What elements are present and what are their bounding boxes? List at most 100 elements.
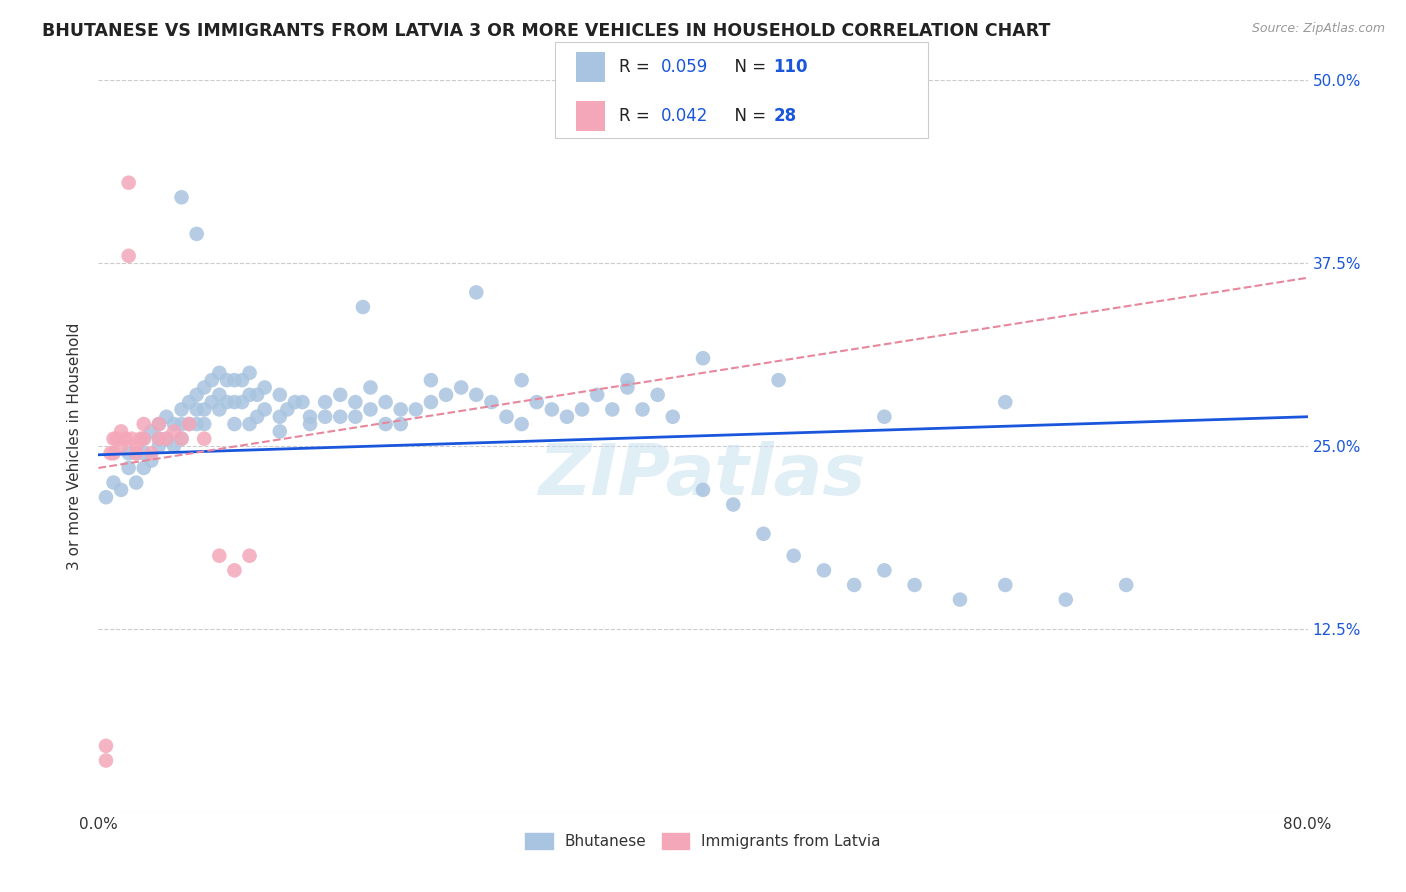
- Point: [179, 395, 201, 409]
- Point: [783, 549, 806, 563]
- Point: [141, 425, 163, 439]
- Point: [647, 388, 669, 402]
- Point: [125, 475, 148, 490]
- Point: [125, 446, 148, 460]
- Point: [132, 417, 155, 431]
- Point: [103, 432, 125, 446]
- Point: [155, 432, 177, 446]
- Point: [555, 409, 578, 424]
- Text: 0.042: 0.042: [661, 107, 709, 125]
- Point: [269, 425, 291, 439]
- Point: [844, 578, 866, 592]
- Point: [1115, 578, 1137, 592]
- Point: [602, 402, 624, 417]
- Point: [141, 453, 163, 467]
- Point: [291, 395, 314, 409]
- Point: [1054, 592, 1077, 607]
- Point: [631, 402, 654, 417]
- Point: [253, 380, 276, 394]
- Point: [284, 395, 307, 409]
- Point: [103, 446, 125, 460]
- Point: [571, 402, 593, 417]
- Point: [994, 578, 1017, 592]
- Point: [103, 475, 125, 490]
- Point: [129, 432, 152, 446]
- Point: [163, 425, 186, 439]
- Point: [186, 402, 208, 417]
- Point: [94, 490, 117, 504]
- Point: [118, 461, 141, 475]
- Text: N =: N =: [724, 58, 772, 76]
- Point: [526, 395, 548, 409]
- Text: R =: R =: [619, 58, 655, 76]
- Point: [170, 417, 193, 431]
- Point: [616, 373, 638, 387]
- Point: [481, 395, 503, 409]
- Point: [118, 249, 141, 263]
- Point: [163, 417, 186, 431]
- Point: [239, 549, 262, 563]
- Point: [110, 483, 132, 497]
- Point: [450, 380, 472, 394]
- Point: [193, 432, 215, 446]
- Text: 110: 110: [773, 58, 808, 76]
- Point: [723, 498, 745, 512]
- Point: [495, 409, 517, 424]
- Point: [420, 373, 443, 387]
- Point: [208, 388, 231, 402]
- Point: [118, 176, 141, 190]
- Point: [155, 432, 177, 446]
- Point: [692, 483, 714, 497]
- Point: [186, 388, 208, 402]
- Point: [215, 395, 238, 409]
- Point: [100, 446, 122, 460]
- Text: BHUTANESE VS IMMIGRANTS FROM LATVIA 3 OR MORE VEHICLES IN HOUSEHOLD CORRELATION : BHUTANESE VS IMMIGRANTS FROM LATVIA 3 OR…: [42, 22, 1050, 40]
- Point: [813, 563, 835, 577]
- Point: [224, 417, 246, 431]
- Point: [121, 432, 143, 446]
- Point: [193, 402, 215, 417]
- Point: [148, 432, 170, 446]
- Point: [360, 402, 382, 417]
- Point: [374, 417, 396, 431]
- Point: [118, 446, 141, 460]
- Point: [193, 380, 215, 394]
- Point: [132, 446, 155, 460]
- Point: [510, 373, 533, 387]
- Point: [186, 417, 208, 431]
- Text: R =: R =: [619, 107, 655, 125]
- Point: [465, 388, 488, 402]
- Point: [193, 417, 215, 431]
- Point: [389, 417, 412, 431]
- Point: [155, 409, 177, 424]
- Point: [465, 285, 488, 300]
- Point: [148, 439, 170, 453]
- Point: [94, 754, 117, 768]
- Point: [314, 409, 336, 424]
- Point: [253, 402, 276, 417]
- Point: [904, 578, 927, 592]
- Point: [873, 409, 896, 424]
- Point: [186, 227, 208, 241]
- Point: [132, 432, 155, 446]
- Point: [246, 409, 269, 424]
- Point: [208, 402, 231, 417]
- Point: [510, 417, 533, 431]
- Point: [224, 563, 246, 577]
- Point: [434, 388, 457, 402]
- Point: [170, 190, 193, 204]
- Point: [224, 373, 246, 387]
- Point: [141, 446, 163, 460]
- Point: [692, 351, 714, 366]
- Point: [179, 417, 201, 431]
- Point: [873, 563, 896, 577]
- Point: [179, 417, 201, 431]
- Point: [752, 526, 775, 541]
- Point: [125, 446, 148, 460]
- Point: [616, 380, 638, 394]
- Point: [132, 432, 155, 446]
- Point: [105, 432, 128, 446]
- Point: [329, 388, 352, 402]
- Text: N =: N =: [724, 107, 772, 125]
- Point: [224, 395, 246, 409]
